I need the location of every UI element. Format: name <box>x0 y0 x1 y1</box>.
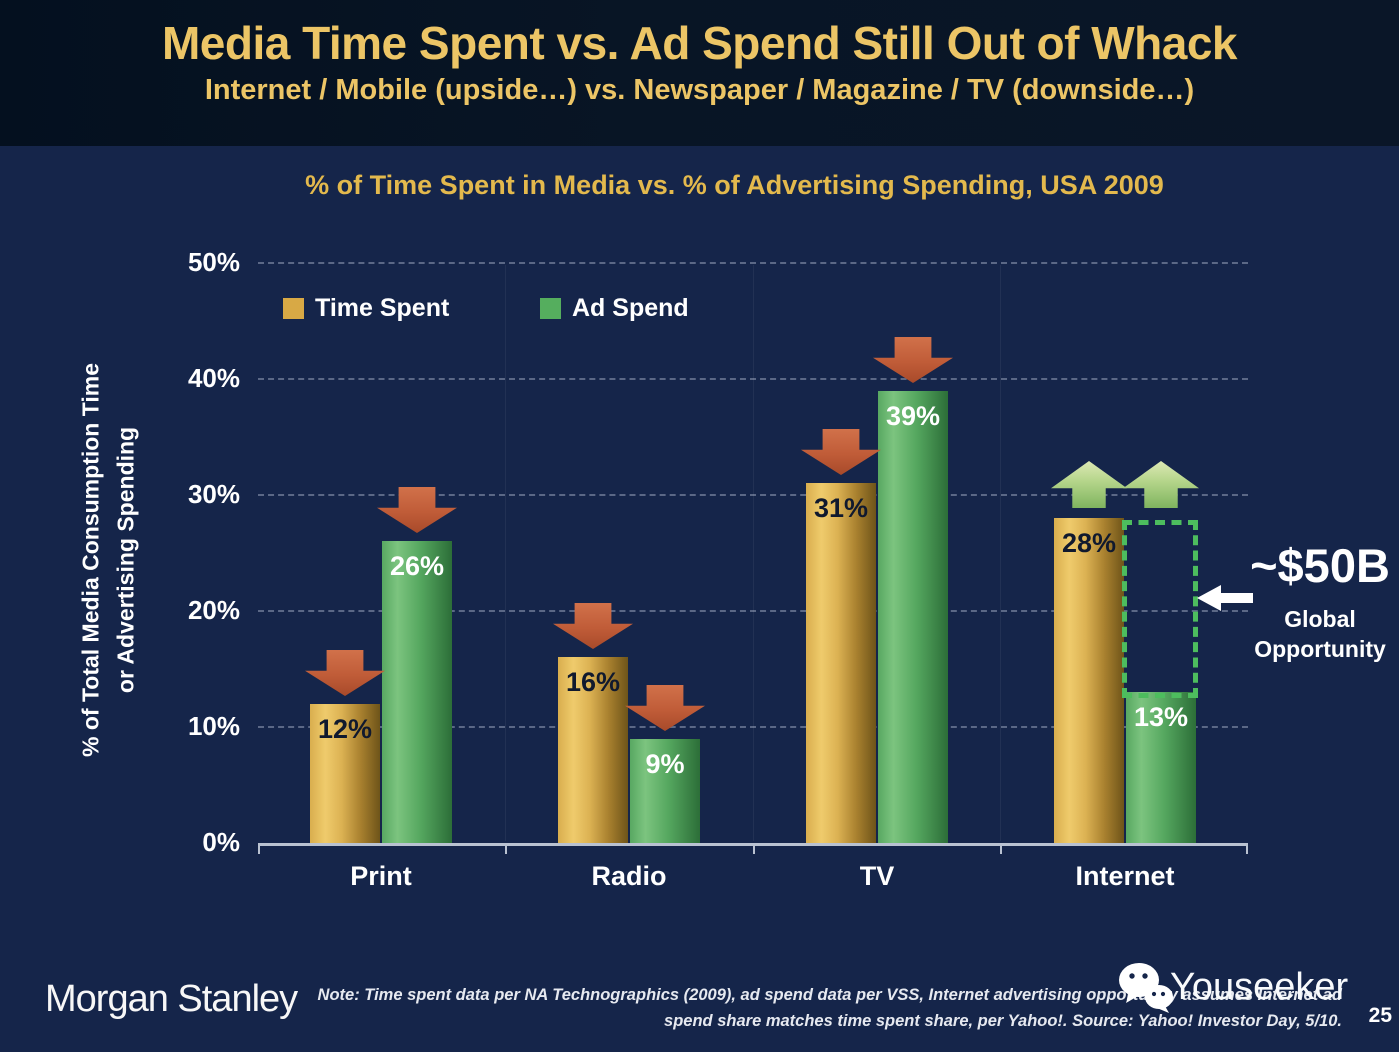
opportunity-amount: ~$50B <box>1250 539 1390 592</box>
y-tick-label: 10% <box>187 711 240 741</box>
page-number: 25 <box>1368 1004 1392 1027</box>
up-arrow-icon <box>1051 461 1127 508</box>
legend-label-time-spent: Time Spent <box>315 294 450 322</box>
down-arrow-icon <box>305 650 385 696</box>
value-label: 12% <box>317 714 373 744</box>
x-axis-tick <box>1000 846 1002 854</box>
source-note-line2: spend share matches time spent share, pe… <box>664 1011 1342 1030</box>
x-axis-line <box>258 843 1248 846</box>
y-tick-label: 40% <box>187 363 240 393</box>
gridline-20% <box>258 610 1248 612</box>
chart-title: % of Time Spent in Media vs. % of Advert… <box>305 170 1164 200</box>
bar-time-spent-print: 12% <box>310 704 380 843</box>
gridline-30% <box>258 494 1248 496</box>
down-arrow-icon <box>801 429 881 475</box>
category-separator <box>505 265 506 841</box>
value-label: 31% <box>813 493 869 523</box>
time-spent-swatch <box>283 298 304 319</box>
bar-time-spent-tv: 31% <box>806 483 876 843</box>
value-label: 13% <box>1133 702 1189 732</box>
bar-ad-spend-internet: 13% <box>1126 692 1196 843</box>
value-label: 28% <box>1061 528 1117 558</box>
gridline-50% <box>258 262 1248 264</box>
x-axis-tick <box>258 846 260 854</box>
bar-ad-spend-radio: 9% <box>630 739 700 843</box>
down-arrow-icon <box>873 337 953 383</box>
y-axis-title-line1: % of Total Media Consumption Time <box>77 363 104 757</box>
category-separator <box>1000 265 1001 841</box>
legend-item-ad-spend: Ad Spend <box>540 294 689 323</box>
down-arrow-icon <box>625 685 705 731</box>
watermark-text: Youseeker <box>1170 965 1349 1008</box>
bar-ad-spend-tv: 39% <box>878 391 948 843</box>
category-label-tv: TV <box>859 861 895 891</box>
up-arrow-icon <box>1123 461 1199 508</box>
category-label-radio: Radio <box>591 861 667 891</box>
category-separator <box>753 265 754 841</box>
opportunity-annotation: ~$50B Global Opportunity <box>1245 538 1395 665</box>
y-axis-title: % of Total Media Consumption Time or Adv… <box>74 298 162 823</box>
value-label: 16% <box>565 667 621 697</box>
x-axis-tick <box>1246 846 1248 854</box>
plot-area: 0% 10% 20% 30% 40% 50% 12% 26% Print 16% 9% Radio 31… <box>188 247 1248 891</box>
value-label: 39% <box>885 401 941 431</box>
y-tick-label: 30% <box>187 479 240 509</box>
source-note: Note: Time spent data per NA Technograph… <box>280 983 1342 1034</box>
opportunity-gap-box <box>1122 520 1198 698</box>
y-tick-label: 50% <box>187 247 240 277</box>
x-axis-tick <box>753 846 755 854</box>
y-tick-label: 0% <box>202 827 240 857</box>
morgan-stanley-logo: Morgan Stanley <box>45 978 298 1020</box>
slide-subtitle: Internet / Mobile (upside…) vs. Newspape… <box>204 74 1195 106</box>
legend-label-ad-spend: Ad Spend <box>572 294 689 322</box>
ad-spend-swatch <box>540 298 561 319</box>
opportunity-label: Global Opportunity <box>1254 606 1386 662</box>
wechat-icon <box>1119 963 1173 1013</box>
category-label-internet: Internet <box>1075 861 1175 891</box>
value-label: 9% <box>645 749 685 779</box>
x-axis-tick <box>505 846 507 854</box>
gridline-40% <box>258 378 1248 380</box>
y-axis-title-line2: or Advertising Spending <box>112 426 138 694</box>
y-tick-label: 20% <box>187 595 240 625</box>
slide-header: Media Time Spent vs. Ad Spend Still Out … <box>0 0 1399 146</box>
bar-time-spent-internet: 28% <box>1054 518 1124 843</box>
bar-time-spent-radio: 16% <box>558 657 628 843</box>
bar-ad-spend-print: 26% <box>382 541 452 843</box>
category-label-print: Print <box>350 861 412 891</box>
left-pointer-arrow-icon <box>1197 585 1253 611</box>
legend-item-time-spent: Time Spent <box>283 294 449 323</box>
watermark: Youseeker <box>1114 960 1348 1014</box>
gridline-10% <box>258 726 1248 728</box>
value-label: 26% <box>389 551 445 581</box>
source-note-line1: Note: Time spent data per NA Technograph… <box>317 986 1342 1004</box>
slide-title: Media Time Spent vs. Ad Spend Still Out … <box>161 17 1238 69</box>
